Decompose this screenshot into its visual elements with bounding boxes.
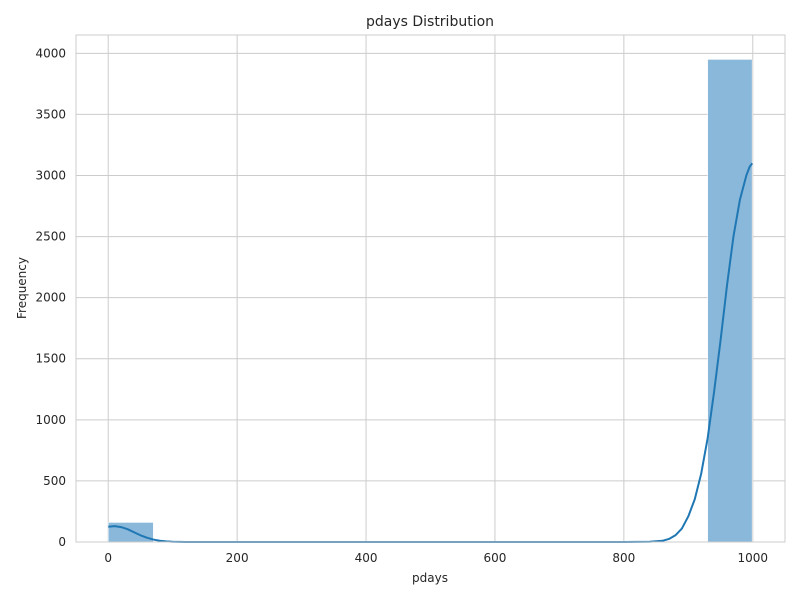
x-tick-labels: 0 200 400 600 800 1000 xyxy=(104,551,768,565)
y-tick-label: 0 xyxy=(58,535,66,549)
y-tick-label: 3000 xyxy=(35,168,66,182)
plot-frame xyxy=(75,34,786,543)
y-tick-label: 4000 xyxy=(35,46,66,60)
y-tick-label: 2000 xyxy=(35,291,66,305)
y-tick-label: 1000 xyxy=(35,413,66,427)
y-tick-label: 1500 xyxy=(35,352,66,366)
x-axis-label: pdays xyxy=(412,571,448,585)
grid xyxy=(76,35,785,543)
histogram-bar xyxy=(707,59,753,543)
x-tick-label: 600 xyxy=(484,551,507,565)
chart-title: pdays Distribution xyxy=(366,14,494,30)
y-tick-label: 3500 xyxy=(35,107,66,121)
y-tick-labels: 0 500 1000 1500 2000 2500 3000 3500 4000 xyxy=(35,46,66,549)
x-tick-label: 800 xyxy=(612,551,635,565)
y-axis-label: Frequency xyxy=(15,257,29,319)
bars xyxy=(107,59,753,543)
x-tick-label: 400 xyxy=(355,551,378,565)
kde-line xyxy=(108,162,753,543)
x-tick-label: 0 xyxy=(104,551,112,565)
y-tick-label: 2500 xyxy=(35,230,66,244)
x-tick-label: 1000 xyxy=(737,551,768,565)
x-tick-label: 200 xyxy=(226,551,249,565)
y-tick-label: 500 xyxy=(43,474,66,488)
kde-curve-group xyxy=(108,162,753,543)
